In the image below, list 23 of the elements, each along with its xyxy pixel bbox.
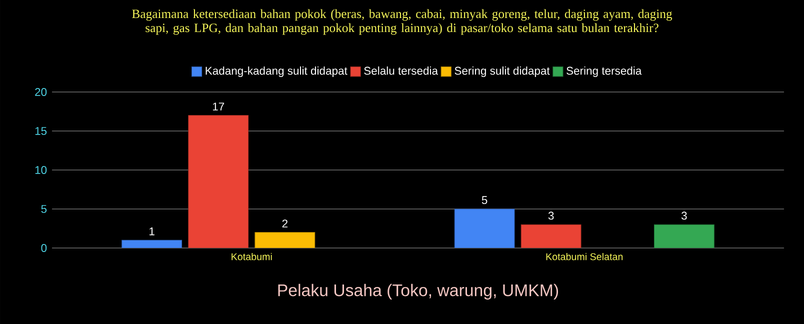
y-tick-label: 0 <box>41 244 47 252</box>
bar <box>454 208 515 248</box>
x-tick-label: Kotabumi Selatan <box>546 252 623 260</box>
x-tick-label: Kotabumi <box>232 252 272 260</box>
data-label: 1 <box>150 227 154 236</box>
data-label: 17 <box>212 102 224 110</box>
legend-label: Sering sulit didapat <box>454 66 550 77</box>
y-tick-label: 5 <box>41 205 47 213</box>
legend-label: Kadang-kadang sulit didapat <box>206 66 348 77</box>
y-tick-label: 15 <box>35 127 47 135</box>
data-label: 3 <box>548 212 554 220</box>
bar <box>188 115 249 248</box>
legend-label: Selalu tersedia <box>364 66 438 75</box>
y-tick-label: 10 <box>35 166 47 174</box>
legend-label: Sering tersedia <box>566 66 642 77</box>
data-label: 5 <box>482 196 488 204</box>
data-label: 2 <box>282 220 288 228</box>
bar <box>254 232 316 248</box>
chart-title: Bagaimana ketersediaan bahan pokok (beras, bawang, cabai, minyak goreng, telur, daging ayam, daging sapi, gas LPG, dan bahan pangan pokok penting lainnya) di pasar/toko selama satu bulan terakhir? <box>132 9 672 35</box>
y-tick-label: 20 <box>35 88 47 96</box>
bar <box>520 224 582 248</box>
data-label: 3 <box>681 212 687 220</box>
x-axis-title: Pelaku Usaha (Toko, warung, UMKM) <box>278 284 558 300</box>
